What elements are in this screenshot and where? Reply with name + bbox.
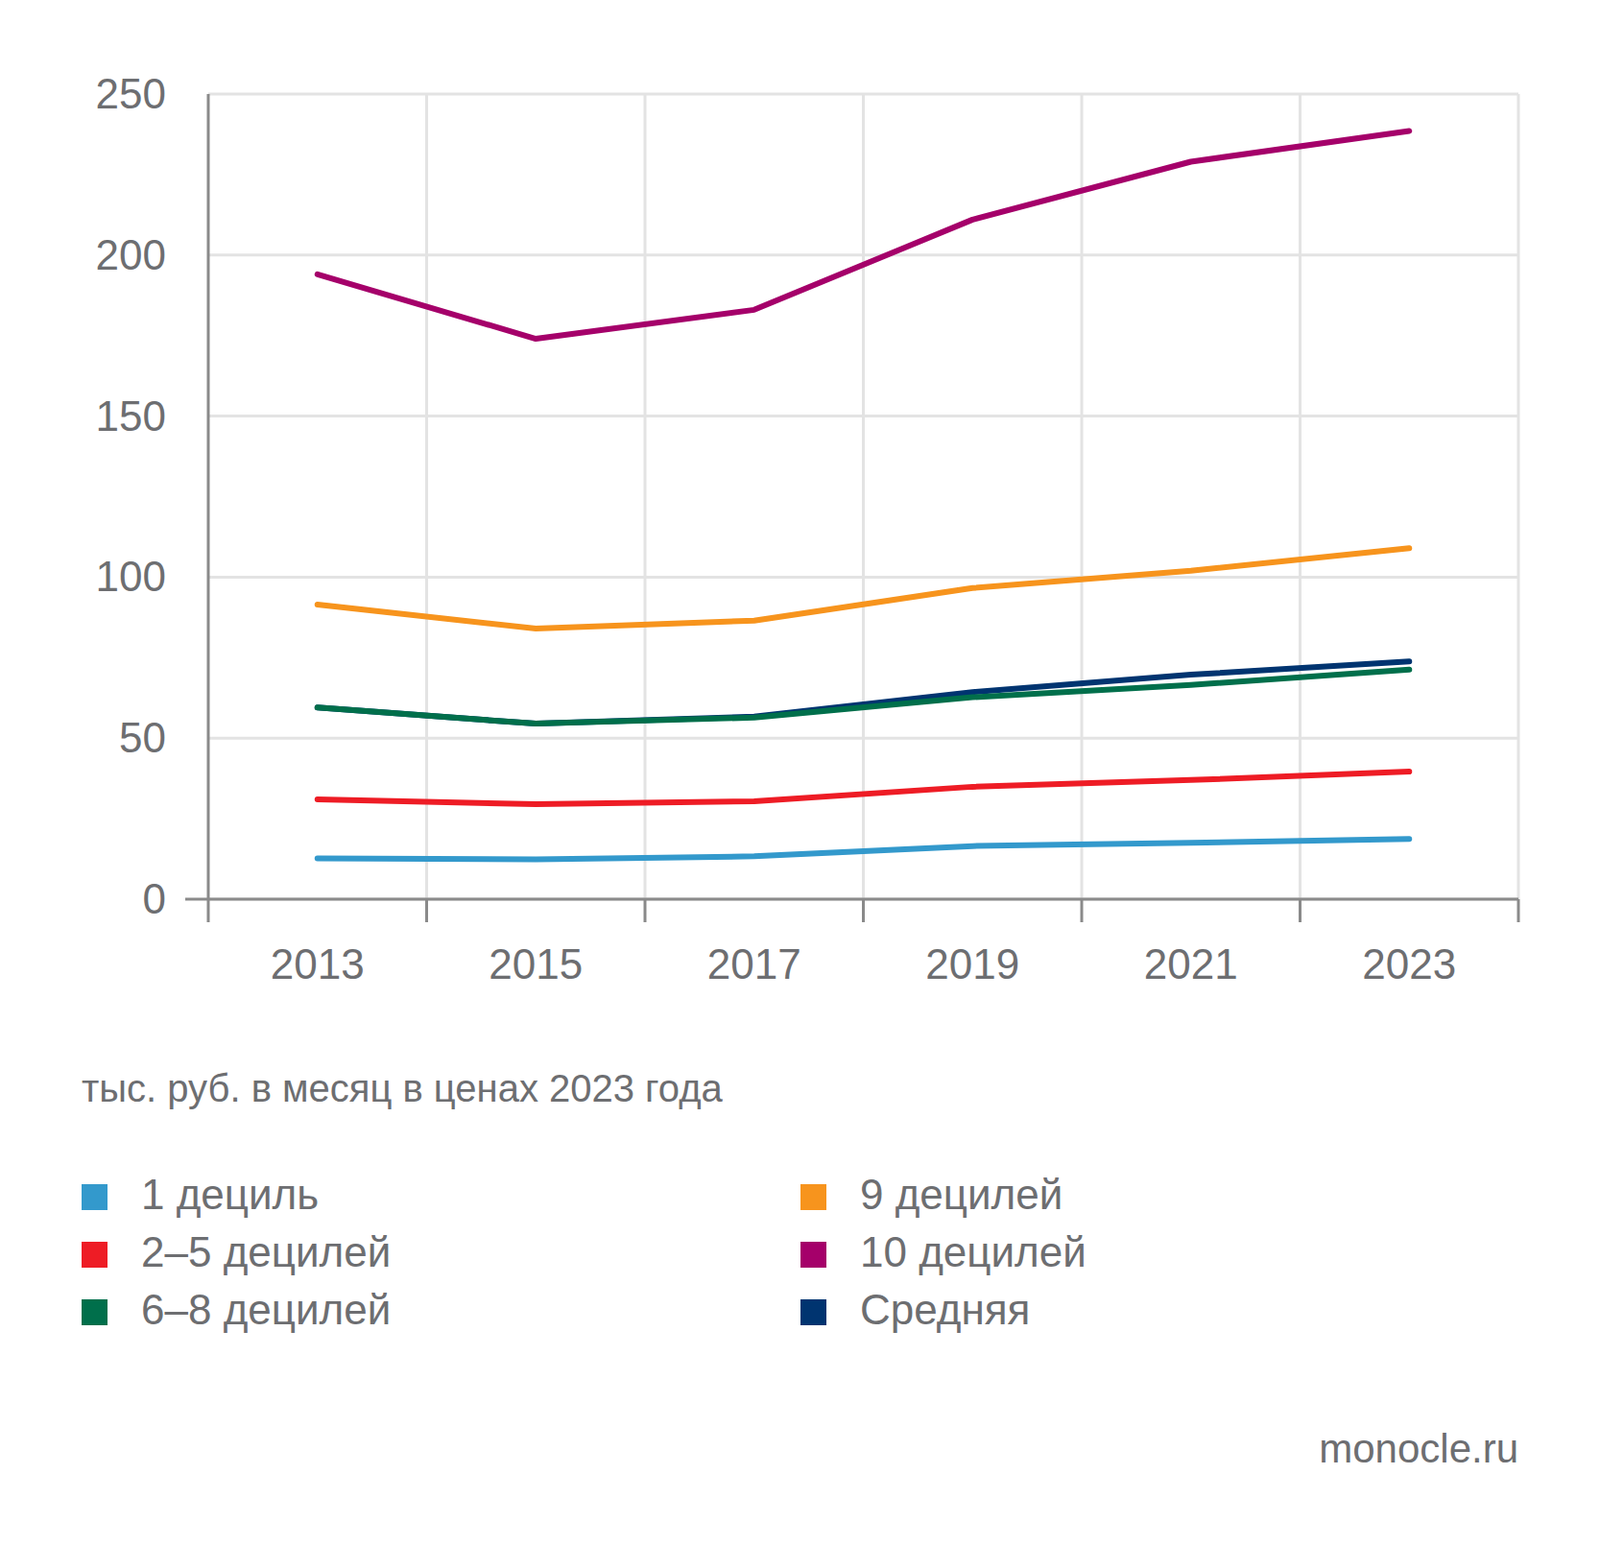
y-axis	[207, 94, 211, 923]
legend-swatch	[81, 1299, 108, 1326]
x-tick	[425, 899, 429, 923]
y-tick-label: 50	[119, 714, 167, 762]
y-tick-stub	[185, 898, 209, 902]
series-line	[317, 548, 1410, 629]
x-tick	[1517, 899, 1521, 923]
x-tick-label: 2015	[488, 940, 583, 988]
legend-label: 10 децилей	[859, 1228, 1087, 1276]
x-tick-label: 2017	[707, 940, 802, 988]
series-group	[317, 131, 1410, 860]
x-tick-label: 2023	[1361, 940, 1457, 988]
grid-line-x	[425, 94, 429, 900]
source-note: monocle.ru	[1318, 1426, 1519, 1472]
x-tick-label: 2019	[925, 940, 1020, 988]
legend-label: 9 децилей	[859, 1170, 1063, 1218]
legend-label: 2–5 децилей	[141, 1228, 391, 1276]
x-tick	[1298, 899, 1302, 923]
x-tick	[1080, 899, 1084, 923]
x-tick	[861, 899, 865, 923]
legend-label: 6–8 децилей	[141, 1286, 391, 1334]
legend-swatch	[81, 1241, 108, 1268]
legend-swatch	[800, 1184, 827, 1211]
legend-swatch	[800, 1241, 827, 1268]
grid-line-x	[1517, 94, 1521, 900]
series-line	[317, 771, 1410, 805]
grid-line-x	[1080, 94, 1084, 900]
legend-swatch	[81, 1184, 108, 1211]
series-line	[317, 669, 1410, 724]
series-line	[317, 661, 1410, 724]
legend-label: 1 дециль	[141, 1170, 319, 1218]
x-tick	[644, 899, 647, 923]
y-tick-label: 200	[95, 231, 167, 279]
y-tick-label: 0	[143, 875, 167, 923]
grid-line-x	[644, 94, 647, 900]
y-tick-label: 100	[95, 552, 167, 600]
chart: 0 50 100 150 200 250 2013 2015 2017 2019 2021 2023 т…	[0, 0, 1600, 1545]
x-tick-label: 2021	[1144, 940, 1239, 988]
grid-line-x	[861, 94, 865, 900]
legend-swatch	[800, 1299, 827, 1326]
units-label: тыс. руб. в месяц в ценах 2023 года	[81, 1067, 724, 1110]
legend-label: Средняя	[859, 1286, 1030, 1334]
y-tick-label: 250	[95, 70, 167, 118]
y-tick-label: 150	[95, 392, 167, 440]
x-tick-label: 2013	[270, 940, 365, 988]
series-line	[317, 131, 1410, 339]
series-line	[317, 838, 1410, 860]
